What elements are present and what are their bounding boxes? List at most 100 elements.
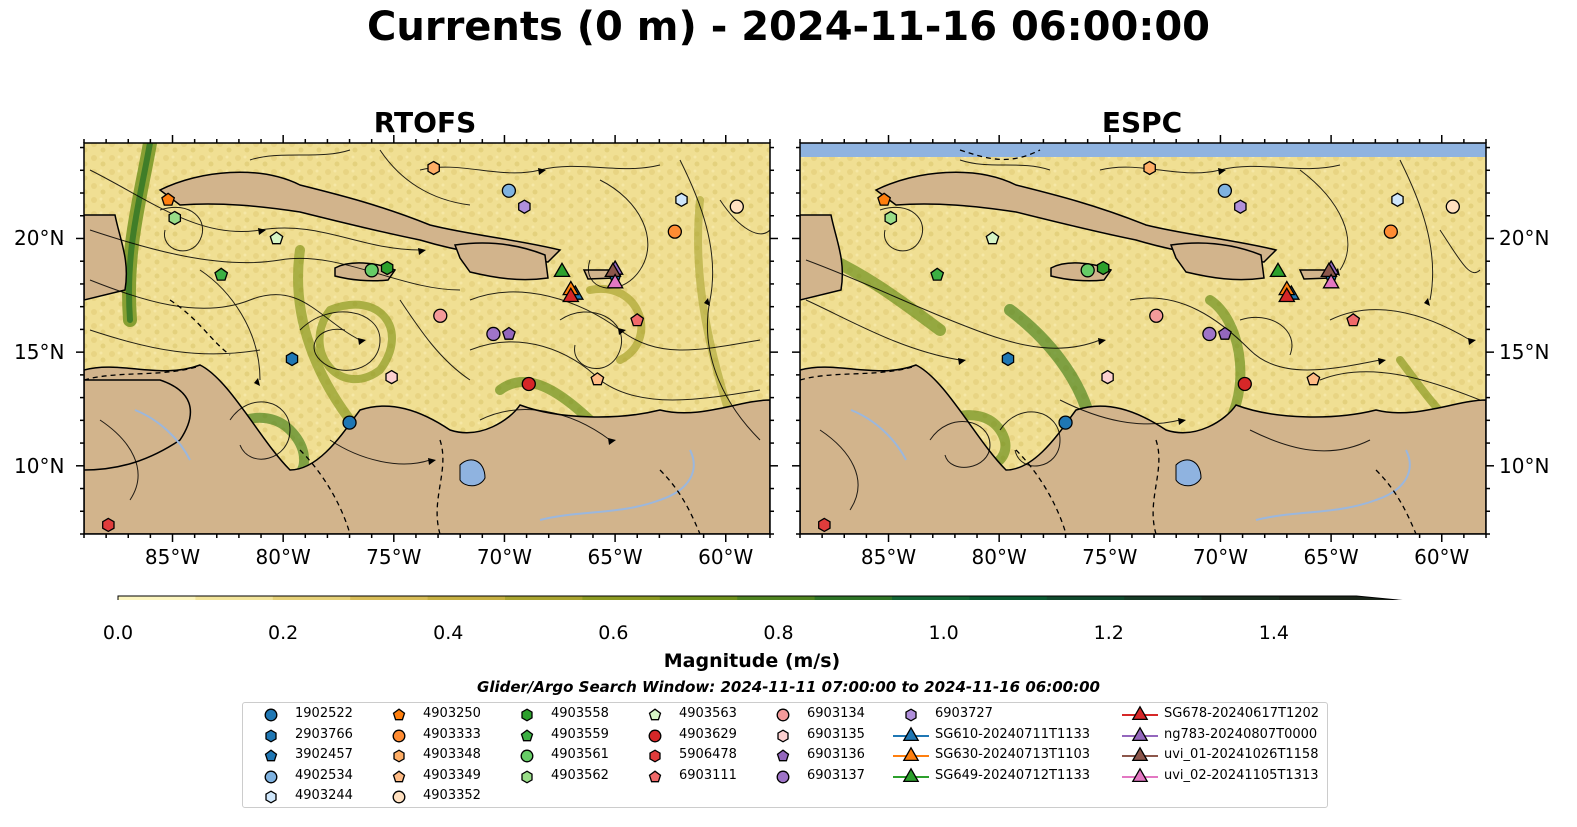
legend-swatch [520,749,534,763]
marker-4903558 [380,260,394,276]
marker-6903134 [433,308,448,323]
legend-swatch [776,770,790,783]
legend-label: 6903111 [679,767,737,783]
colorbar [117,595,1403,600]
figure-title: Currents (0 m) - 2024-11-16 06:00:00 [367,4,1210,50]
marker-5906478 [818,517,831,533]
marker-4903562 [884,210,898,226]
colorbar-tick-label: 0.4 [433,622,464,644]
lat-tick-label-left: 15°N [14,340,65,365]
colorbar-segment [195,596,274,600]
legend-label: 4903562 [551,767,609,783]
legend-marker [265,790,277,804]
marker-6903135 [1101,369,1114,385]
legend-label: 4903333 [423,726,481,742]
legend-marker [648,769,662,782]
legend-label: 6903134 [807,706,865,721]
legend-label: 4903352 [423,788,481,803]
marker-4903352 [1445,199,1460,214]
legend-label: 6903727 [935,706,993,721]
legend-marker [902,746,920,762]
legend-label: 4903348 [423,747,481,762]
legend-marker [521,769,533,784]
legend-label: SG649-20240712T1133 [935,767,1091,783]
legend-swatch [893,766,929,782]
legend-swatch [1122,705,1158,721]
legend-marker [776,749,790,762]
rtofs-land [84,171,770,534]
lon-tick-label: 70°W [1192,545,1249,569]
lon-tick-label: 75°W [366,545,422,569]
legend-swatch [520,728,534,741]
platform-markers [102,160,1460,533]
legend-marker [776,770,790,783]
colorbar-segment [1046,596,1125,600]
colorbar-segment [659,596,738,600]
colorbar-tick-label: 1.2 [1093,622,1124,644]
marker-4903348 [427,160,440,176]
colorbar-segment [118,596,196,600]
lon-tick-label: 85°W [860,545,917,569]
legend-swatch [1122,766,1158,782]
marker-4903563 [269,231,284,245]
espc-frame [799,142,1487,535]
marker-6903136 [1217,326,1232,340]
legend-swatch [777,728,789,743]
marker-6903137 [1202,326,1217,342]
colorbar-tick-label: 0.0 [102,622,134,644]
marker-4903250 [877,192,892,206]
legend-marker [1131,705,1149,721]
legend-label: 4903349 [423,767,481,783]
legend-label: 1902522 [295,706,353,721]
colorbar-segment [737,596,816,600]
colorbar-segment [1124,596,1203,600]
colorbar-segment [1279,596,1357,600]
marker-uvi_01-20241026T1158 [1320,262,1338,278]
lat-tick-label-left: 20°N [14,226,65,251]
marker-4903562 [168,210,182,226]
legend-marker [520,749,534,763]
legend-label: uvi_01-20241026T1158 [1164,747,1319,762]
rtofs-frame [83,142,771,535]
marker-SG678-20240617T1202 [562,286,580,303]
legend-marker [264,749,278,762]
marker-5906478 [102,517,115,533]
legend-swatch [392,708,406,721]
espc-map [800,143,1486,534]
legend-swatch [648,769,662,782]
legend-swatch [264,749,278,762]
legend-label: 4903558 [551,706,609,721]
legend-label: 4902534 [295,767,353,783]
legend-swatch [521,769,533,784]
lat-tick-label-right: 15°N [1499,340,1550,365]
legend-label: 6903135 [807,726,865,742]
marker-2903766 [285,351,299,367]
espc-lake [1175,459,1202,487]
lon-tick-label: 65°W [1303,545,1359,569]
legend-marker [902,766,920,782]
marker-SG678-20240617T1202 [1278,286,1296,303]
legend-label: ng783-20240807T0000 [1164,726,1318,742]
marker-4903352 [729,199,744,214]
colorbar-tick-label: 0.6 [598,622,629,644]
marker-uvi_02-20241105T1313 [606,273,624,289]
colorbar-segment [272,596,351,600]
marker-6903111 [1346,312,1361,327]
lon-tick-label: 80°W [971,545,1027,569]
lat-tick-label-right: 20°N [1499,226,1550,251]
legend-marker [392,790,406,804]
legend-swatch [776,708,790,722]
legend: 1902522 2903766 3902457 4902534 4903244 49032… [242,702,1328,808]
rtofs-map [84,143,770,534]
legend-label: 4903559 [551,726,609,742]
colorbar-outline [117,595,1403,600]
marker-SG649-20240712T1133 [1269,262,1287,278]
rtofs-rivers [134,409,695,521]
marker-uvi_02-20241105T1313 [1322,273,1340,289]
colorbar-segment [427,596,506,600]
legend-label: 4903244 [295,788,353,803]
marker-6903111 [630,312,645,327]
legend-swatch [648,729,662,742]
lon-tick-label: 60°W [698,545,754,569]
legend-label: 2903766 [295,726,353,742]
